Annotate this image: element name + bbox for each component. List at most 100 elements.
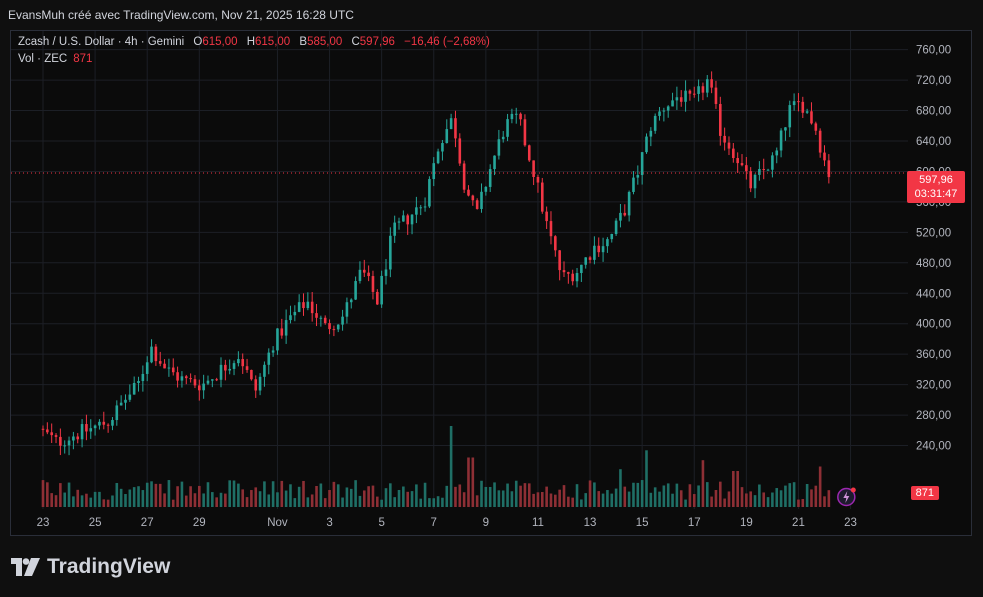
- volume-bar: [354, 480, 357, 507]
- volume-bar: [154, 483, 158, 507]
- volume-bar: [675, 483, 679, 507]
- candle-body: [449, 118, 453, 130]
- volume-bar: [736, 471, 739, 507]
- volume-bar: [493, 482, 496, 507]
- volume-bar: [454, 486, 457, 507]
- volume-bar: [211, 492, 214, 507]
- volume-bar: [645, 450, 648, 507]
- volume-bar: [632, 482, 635, 507]
- candle-body: [562, 270, 566, 273]
- candle-body: [697, 86, 700, 94]
- candle-body: [271, 350, 275, 353]
- candle-body: [827, 160, 831, 178]
- volume-bar: [315, 485, 318, 507]
- volume-bar: [50, 493, 53, 507]
- volume-bar: [232, 480, 236, 507]
- volume-bar: [171, 499, 175, 507]
- notification-dot: [850, 487, 856, 493]
- volume-bar: [402, 486, 405, 507]
- candle-body: [59, 436, 62, 446]
- volume-bar: [219, 492, 223, 507]
- candle-body: [653, 115, 657, 131]
- volume-bar: [514, 480, 518, 507]
- candle-body: [736, 158, 739, 164]
- volume-bar: [597, 491, 601, 507]
- volume-bar: [72, 496, 75, 507]
- candle-body: [297, 302, 301, 312]
- candle-body: [124, 399, 127, 403]
- candle-body: [554, 236, 557, 251]
- volume-bar: [263, 481, 266, 507]
- candle-body: [250, 369, 253, 380]
- volume-bar: [141, 490, 145, 507]
- volume-bar: [76, 489, 80, 507]
- candle-body: [671, 100, 674, 107]
- volume-bar: [180, 481, 184, 507]
- volume-bar: [41, 480, 45, 507]
- volume-bar: [818, 466, 822, 507]
- y-tick-label: 240,00: [916, 441, 951, 453]
- volume-bar: [441, 497, 444, 507]
- candle-body: [389, 235, 392, 270]
- candle-body: [432, 163, 436, 180]
- volume-bar: [145, 482, 149, 507]
- volume-bar: [771, 492, 774, 507]
- low-value: 585,00: [307, 36, 343, 48]
- open-label: O: [193, 36, 203, 48]
- chart-panel[interactable]: 760,00720,00680,00640,00600,00560,00520,…: [10, 30, 972, 536]
- candle-body: [527, 145, 531, 161]
- volume-bar: [432, 498, 436, 507]
- candle-body: [710, 79, 713, 88]
- volume-bar: [319, 483, 323, 507]
- volume-bar: [54, 495, 58, 507]
- y-tick-label: 640,00: [916, 136, 951, 148]
- candle-body: [284, 320, 288, 336]
- x-tick-label: 19: [740, 517, 753, 529]
- candle-body: [580, 264, 583, 274]
- volume-legend: Vol · ZEC 871: [18, 53, 92, 65]
- bar-countdown: 03:31:47: [914, 188, 958, 200]
- volume-label[interactable]: Vol · ZEC: [18, 53, 68, 65]
- candle-body: [575, 273, 579, 282]
- volume-bar: [745, 493, 748, 507]
- volume-bar: [115, 483, 119, 507]
- candle-body: [402, 215, 405, 222]
- x-tick-label: 25: [89, 517, 102, 529]
- candle-body: [89, 428, 93, 432]
- volume-bar: [67, 482, 71, 507]
- volume-bar: [445, 485, 449, 507]
- y-tick-label: 720,00: [916, 75, 951, 87]
- volume-bar: [163, 493, 166, 507]
- candlestick-chart[interactable]: 760,00720,00680,00640,00600,00560,00520,…: [11, 31, 971, 535]
- candle-body: [397, 221, 401, 223]
- volume-bar: [710, 496, 713, 507]
- symbol-label[interactable]: Zcash / U.S. Dollar · 4h · Gemini: [18, 36, 185, 48]
- y-tick-label: 680,00: [916, 106, 951, 118]
- candle-body: [193, 379, 197, 386]
- candle-body: [701, 86, 705, 93]
- candle-body: [50, 432, 53, 436]
- candle-body: [267, 352, 271, 365]
- volume-bar: [276, 492, 279, 507]
- x-tick-label: 21: [792, 517, 805, 529]
- volume-bar: [198, 485, 201, 507]
- candle-body: [636, 175, 640, 178]
- candle-body: [46, 429, 49, 433]
- x-tick-label: 29: [193, 517, 206, 529]
- volume-bar: [419, 498, 423, 507]
- candle-body: [302, 302, 305, 309]
- candle-body: [619, 212, 622, 221]
- candle-body: [132, 383, 136, 395]
- candle-body: [206, 380, 210, 384]
- candle-body: [597, 245, 601, 253]
- candle-body: [601, 246, 605, 253]
- candle-body: [419, 207, 423, 209]
- candle-body: [732, 148, 735, 159]
- candle-body: [376, 291, 379, 305]
- volume-bar: [549, 493, 553, 507]
- candle-body: [141, 373, 145, 382]
- tradingview-logo[interactable]: TradingView: [11, 555, 170, 579]
- volume-bar: [593, 482, 596, 507]
- x-tick-label: Nov: [267, 517, 288, 529]
- candle-body: [423, 206, 427, 208]
